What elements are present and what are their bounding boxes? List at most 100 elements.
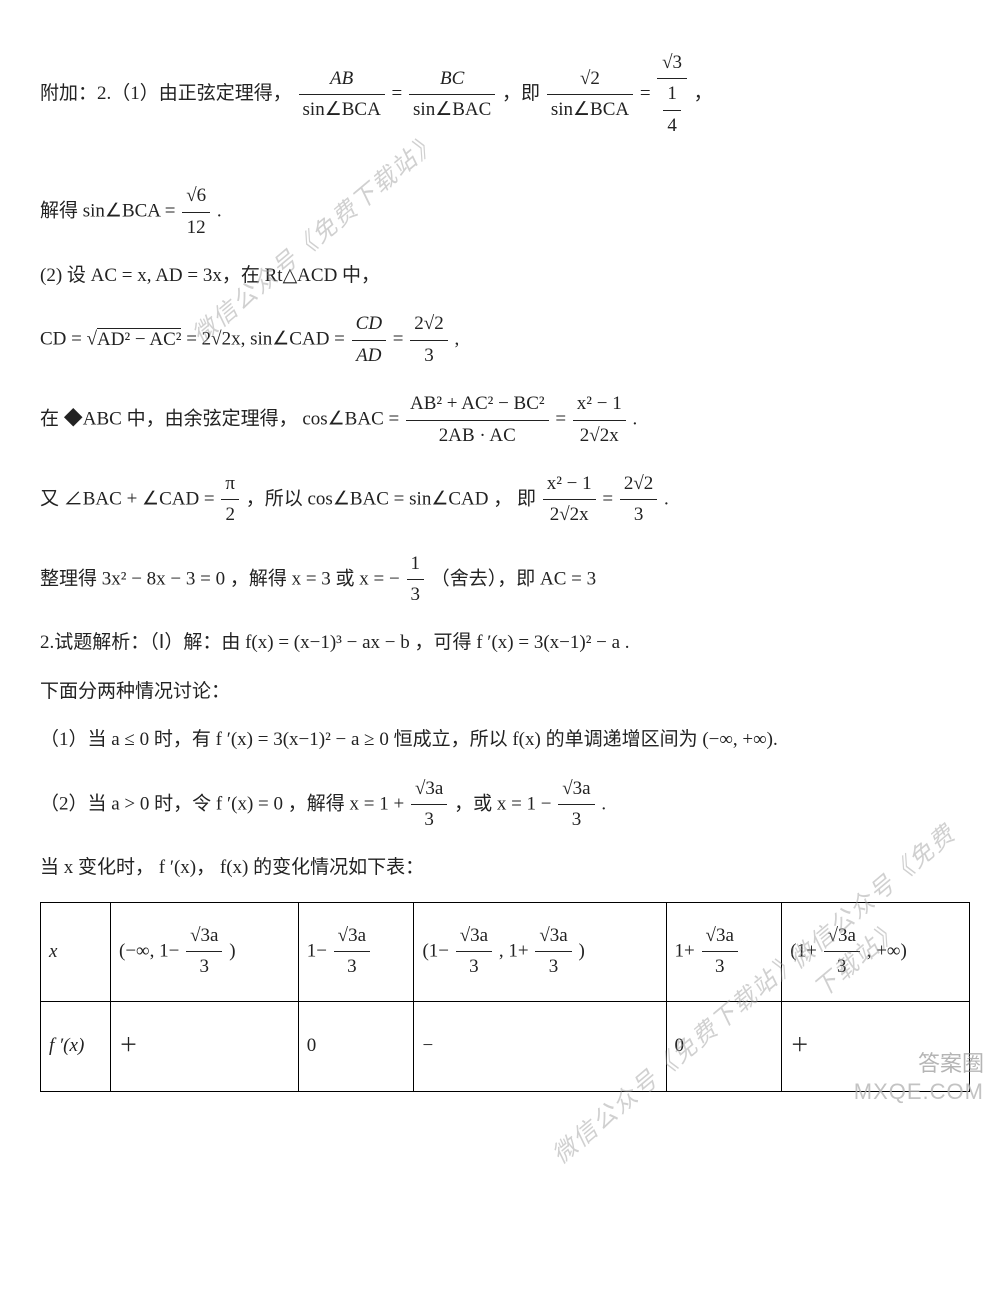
denom: 3 bbox=[334, 952, 370, 982]
cell: 1− √3a 3 bbox=[298, 902, 414, 1001]
numer: 1 bbox=[663, 79, 681, 110]
text: ，所以 cos∠BAC = sin∠CAD ， 即 bbox=[246, 488, 541, 509]
numer: √3a bbox=[702, 921, 738, 952]
text: ，即 bbox=[502, 83, 545, 104]
denom: 3 bbox=[456, 952, 492, 982]
denom: sin∠BCA bbox=[299, 95, 385, 125]
cell: 1+ √3a 3 bbox=[666, 902, 782, 1001]
t: (−∞, 1− bbox=[119, 940, 179, 961]
denom: 2AB · AC bbox=[406, 421, 549, 451]
t: 1+ bbox=[675, 940, 695, 961]
numer: √3a bbox=[535, 921, 571, 952]
fraction: 1 3 bbox=[407, 549, 425, 611]
line-1: 附加：2.（1）由正弦定理得， AB sin∠BCA = BC sin∠BAC … bbox=[40, 48, 970, 141]
text: 附加：2.（1）由正弦定理得， bbox=[40, 83, 292, 104]
text: = 2√2x, sin∠CAD = bbox=[186, 329, 349, 350]
text: = bbox=[640, 83, 655, 104]
numer: √3 bbox=[657, 48, 687, 79]
text: = bbox=[392, 83, 407, 104]
cell: ＋ bbox=[111, 1001, 299, 1091]
denom: 3 bbox=[558, 805, 594, 835]
fraction: √3 1 4 bbox=[657, 48, 687, 141]
t: CD bbox=[356, 313, 382, 334]
numer: 2√2 bbox=[620, 469, 657, 500]
numer: BC bbox=[409, 64, 495, 95]
text: . bbox=[632, 408, 637, 429]
fraction: CD AD bbox=[352, 309, 386, 371]
fraction: √3a 3 bbox=[558, 774, 594, 836]
denom: 3 bbox=[620, 500, 657, 530]
denom: 3 bbox=[407, 580, 425, 610]
fraction: √6 12 bbox=[182, 181, 210, 243]
t: BC bbox=[440, 68, 464, 89]
fraction: √3a 3 bbox=[186, 921, 222, 983]
denom: 2√2x bbox=[573, 421, 626, 451]
cell: 0 bbox=[666, 1001, 782, 1091]
text: ， bbox=[694, 83, 713, 104]
fraction: AB sin∠BCA bbox=[299, 64, 385, 126]
denom: 3 bbox=[186, 952, 222, 982]
line-11: （2）当 a > 0 时，令 f ′(x) = 0 ，解得 x = 1 + √3… bbox=[40, 774, 970, 836]
t: (1+ bbox=[790, 940, 817, 961]
text: （舍去），即 AC = 3 bbox=[431, 568, 596, 589]
fraction: 1 4 bbox=[663, 79, 681, 141]
line-9: 下面分两种情况讨论： bbox=[40, 677, 970, 707]
text: = bbox=[555, 408, 570, 429]
text: CD = bbox=[40, 329, 87, 350]
numer: π bbox=[221, 469, 239, 500]
variation-table: x (−∞, 1− √3a 3 ) 1− √3a 3 (1− √3a 3 , 1… bbox=[40, 902, 970, 1092]
numer: √2 bbox=[547, 64, 633, 95]
t: (1− bbox=[422, 940, 449, 961]
t: , 1+ bbox=[499, 940, 529, 961]
denom: 3 bbox=[410, 341, 447, 371]
line-4: CD = √AD² − AC² = 2√2x, sin∠CAD = CD AD … bbox=[40, 309, 970, 371]
text: 解得 sin∠BCA = bbox=[40, 200, 180, 221]
fraction: π 2 bbox=[221, 469, 239, 531]
numer: 2√2 bbox=[410, 309, 447, 340]
numer: √3a bbox=[334, 921, 370, 952]
fraction: AB² + AC² − BC² 2AB · AC bbox=[406, 389, 549, 451]
cell-x: x bbox=[41, 902, 111, 1001]
text: = bbox=[393, 329, 408, 350]
text: . bbox=[217, 200, 222, 221]
text: . bbox=[601, 793, 606, 814]
t: AB bbox=[330, 68, 353, 89]
fraction: 2√2 3 bbox=[410, 309, 447, 371]
fraction: √3a 3 bbox=[535, 921, 571, 983]
denom: 3 bbox=[535, 952, 571, 982]
fraction: √3a 3 bbox=[702, 921, 738, 983]
text: 在 ◆ABC 中，由余弦定理得， cos∠BAC = bbox=[40, 408, 404, 429]
cell: (−∞, 1− √3a 3 ) bbox=[111, 902, 299, 1001]
fraction: √3a 3 bbox=[824, 921, 860, 983]
text: 整理得 3x² − 8x − 3 = 0 ，解得 x = 3 或 x = − bbox=[40, 568, 400, 589]
cell: 0 bbox=[298, 1001, 414, 1091]
denom: 3 bbox=[411, 805, 447, 835]
numer: x² − 1 bbox=[573, 389, 626, 420]
text: . bbox=[664, 488, 669, 509]
table-row: f ′(x) ＋ 0 − 0 ＋ bbox=[41, 1001, 970, 1091]
denom: sin∠BAC bbox=[409, 95, 495, 125]
fraction: √2 sin∠BCA bbox=[547, 64, 633, 126]
line-7: 整理得 3x² − 8x − 3 = 0 ，解得 x = 3 或 x = − 1… bbox=[40, 549, 970, 611]
t: ) bbox=[578, 940, 584, 961]
denom: 3 bbox=[824, 952, 860, 982]
line-6: 又 ∠BAC + ∠CAD = π 2 ，所以 cos∠BAC = sin∠CA… bbox=[40, 469, 970, 531]
cell: − bbox=[414, 1001, 666, 1091]
numer: AB² + AC² − BC² bbox=[406, 389, 549, 420]
fraction: x² − 1 2√2x bbox=[543, 469, 596, 531]
t: ) bbox=[229, 940, 235, 961]
t: AD bbox=[356, 345, 381, 366]
numer: √3a bbox=[186, 921, 222, 952]
line-10: （1）当 a ≤ 0 时，有 f ′(x) = 3(x−1)² − a ≥ 0 … bbox=[40, 725, 970, 755]
cell: (1+ √3a 3 , +∞) bbox=[782, 902, 970, 1001]
denom: 12 bbox=[182, 213, 210, 243]
line-12: 当 x 变化时， f ′(x)， f(x) 的变化情况如下表： bbox=[40, 853, 970, 883]
line-8: 2.试题解析：（Ⅰ）解：由 f(x) = (x−1)³ − ax − b ，可得… bbox=[40, 628, 970, 658]
numer: 1 bbox=[407, 549, 425, 580]
text: , bbox=[454, 329, 459, 350]
numer: √3a bbox=[411, 774, 447, 805]
denom: 2 bbox=[221, 500, 239, 530]
text: （2）当 a > 0 时，令 f ′(x) = 0 ，解得 x = 1 + bbox=[40, 793, 409, 814]
numer: √3a bbox=[558, 774, 594, 805]
fraction: BC sin∠BAC bbox=[409, 64, 495, 126]
